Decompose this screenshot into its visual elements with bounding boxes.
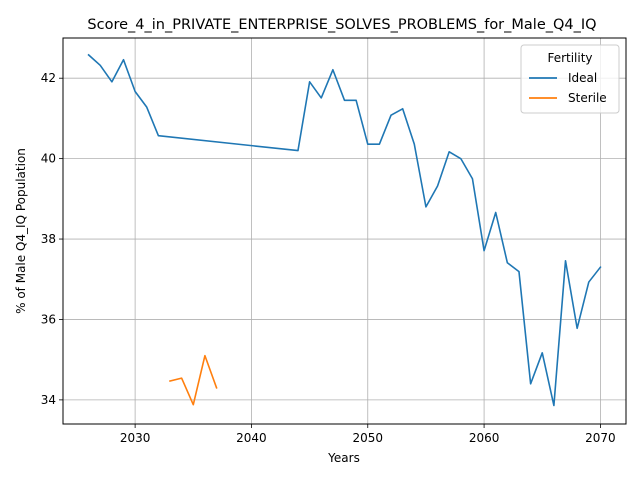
x-axis-label: Years bbox=[327, 451, 360, 465]
x-tick-label: 2040 bbox=[236, 431, 267, 445]
series-line-sterile bbox=[169, 354, 218, 406]
x-tick-label: 2060 bbox=[469, 431, 500, 445]
x-tick-label: 2050 bbox=[352, 431, 383, 445]
series-lines bbox=[87, 53, 602, 407]
legend-title: Fertility bbox=[547, 51, 592, 65]
y-axis-label: % of Male Q4_IQ Population bbox=[14, 148, 28, 314]
legend-box bbox=[520, 44, 620, 114]
series-line-ideal bbox=[87, 53, 602, 407]
y-tick-label: 42 bbox=[41, 71, 56, 85]
legend-label-ideal: Ideal bbox=[568, 71, 597, 85]
x-tick-label: 2070 bbox=[585, 431, 616, 445]
y-tick-label: 38 bbox=[41, 232, 56, 246]
x-axis-ticks: 2030 2040 2050 2060 2070 bbox=[120, 424, 616, 445]
y-tick-label: 40 bbox=[41, 152, 56, 166]
y-axis-ticks: 34 36 38 40 42 bbox=[41, 71, 63, 407]
plot-frame bbox=[62, 37, 627, 425]
legend: Fertility Ideal Sterile bbox=[520, 44, 620, 114]
y-tick-label: 34 bbox=[41, 393, 56, 407]
legend-label-sterile: Sterile bbox=[568, 91, 607, 105]
chart-title: Score_4_in_PRIVATE_ENTERPRISE_SOLVES_PRO… bbox=[87, 17, 596, 33]
x-tick-label: 2030 bbox=[120, 431, 151, 445]
y-tick-label: 36 bbox=[41, 312, 56, 326]
